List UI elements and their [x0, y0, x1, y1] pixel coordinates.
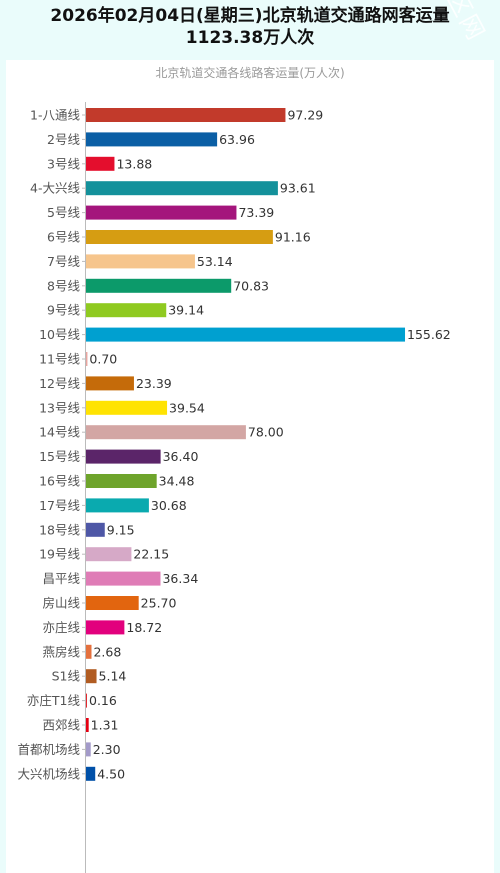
value-label: 91.16 [275, 230, 311, 245]
bar [86, 254, 195, 269]
bar [86, 327, 406, 342]
category-label: 6号线 [47, 230, 80, 245]
value-label: 9.15 [107, 522, 135, 537]
category-label: 7号线 [47, 254, 80, 269]
value-label: 30.68 [151, 498, 187, 513]
value-label: 4.50 [97, 766, 125, 781]
value-label: 39.14 [168, 303, 204, 318]
category-label: 16号线 [39, 474, 80, 489]
category-label: 昌平线 [42, 571, 80, 586]
bar [86, 132, 218, 147]
category-label: 西郊线 [42, 718, 80, 733]
bar [86, 571, 161, 586]
bar [86, 474, 157, 488]
value-label: 93.61 [280, 181, 316, 196]
category-label: 15号线 [39, 449, 80, 464]
category-label: 19号线 [39, 547, 80, 562]
bar [86, 620, 125, 635]
value-label: 53.14 [197, 254, 233, 269]
bar [86, 352, 88, 366]
value-label: 63.96 [219, 132, 255, 147]
bar [86, 181, 278, 196]
value-label: 1.31 [91, 718, 119, 733]
bar [86, 425, 246, 440]
bar [86, 156, 115, 171]
value-label: 2.30 [93, 742, 121, 757]
category-label: 9号线 [47, 303, 80, 318]
category-label: 1-八通线 [30, 108, 80, 123]
value-label: 23.39 [136, 376, 172, 391]
category-label: 房山线 [42, 596, 80, 611]
value-label: 36.40 [163, 449, 199, 464]
bar [86, 547, 132, 562]
bar [86, 742, 91, 757]
bar [86, 108, 286, 122]
bar [86, 498, 149, 513]
chart-title: 北京轨道交通各线路客运量(万人次) [155, 65, 344, 80]
bar [86, 718, 89, 732]
bar [86, 644, 92, 659]
value-label: 73.39 [238, 205, 274, 220]
bar [86, 303, 167, 318]
header: 2026年02月04日(星期三)北京轨道交通路网客运量1123.38万人次 [0, 0, 500, 60]
category-label: 大兴机场线 [17, 766, 80, 781]
category-label: S1线 [52, 669, 81, 684]
category-label: 2号线 [47, 132, 80, 147]
bars-group: 1-八通线 97.29 2号线 63.96 3号线 13.88 4-大兴线 93.61 5号线 7… [17, 108, 450, 782]
value-label: 2.68 [93, 644, 121, 659]
bar [86, 449, 161, 464]
chart-panel: 北京轨道交通各线路客运量(万人次) 1-八通线 97.29 2号线 63.96 3号线 1… [6, 60, 494, 873]
category-label: 13号线 [39, 400, 80, 415]
bar [86, 205, 237, 220]
category-label: 3号线 [47, 156, 80, 171]
bar [86, 522, 105, 537]
value-label: 13.88 [116, 156, 152, 171]
page-title: 2026年02月04日(星期三)北京轨道交通路网客运量1123.38万人次 [50, 6, 450, 48]
category-label: 11号线 [39, 352, 80, 367]
value-label: 155.62 [407, 327, 451, 342]
bar [86, 230, 273, 244]
value-label: 97.29 [287, 108, 323, 123]
value-label: 25.70 [141, 596, 177, 611]
category-label: 12号线 [39, 376, 80, 391]
value-label: 36.34 [162, 571, 198, 586]
value-label: 39.54 [169, 400, 205, 415]
category-label: 5号线 [47, 205, 80, 220]
value-label: 78.00 [248, 425, 284, 440]
value-label: 70.83 [233, 278, 269, 293]
value-label: 22.15 [133, 547, 169, 562]
category-label: 14号线 [39, 425, 80, 440]
category-label: 8号线 [47, 278, 80, 293]
bar [86, 693, 87, 708]
category-label: 17号线 [39, 498, 80, 513]
category-label: 18号线 [39, 522, 80, 537]
value-label: 0.16 [89, 693, 117, 708]
value-label: 18.72 [126, 620, 162, 635]
category-label: 亦庄线 [42, 620, 80, 635]
category-label: 燕房线 [42, 644, 80, 659]
category-label: 4-大兴线 [30, 181, 80, 196]
value-label: 0.70 [89, 352, 117, 367]
bar [86, 766, 96, 781]
value-label: 5.14 [99, 669, 127, 684]
bar [86, 400, 168, 415]
bar [86, 376, 134, 391]
category-label: 亦庄T1线 [27, 693, 81, 708]
category-label: 10号线 [39, 327, 80, 342]
bar [86, 669, 97, 684]
value-label: 34.48 [159, 474, 195, 489]
category-label: 首都机场线 [17, 742, 80, 757]
bar [86, 596, 139, 610]
bar [86, 278, 232, 293]
